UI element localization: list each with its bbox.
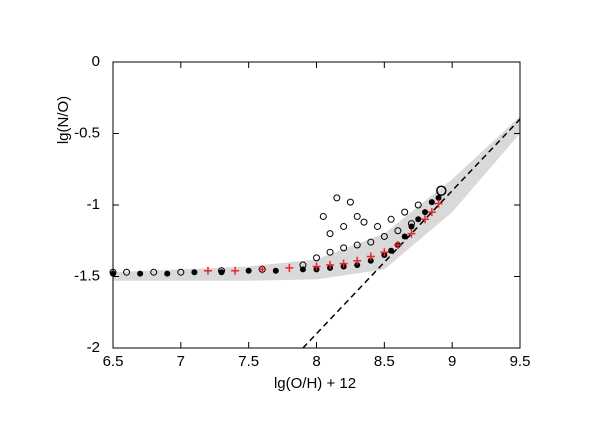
reference-line	[302, 118, 520, 348]
open-circle	[313, 254, 320, 262]
open-circle	[326, 248, 334, 256]
filled-circle	[218, 269, 225, 276]
open-circle	[353, 212, 361, 220]
large-open-circle	[436, 185, 447, 196]
open-circle	[346, 198, 354, 206]
plus-marker	[326, 261, 335, 270]
y-tick-label: -0.5	[74, 124, 100, 141]
y-tick-label: -1.5	[74, 267, 100, 284]
x-axis-label: lg(O/H) + 12	[274, 375, 356, 392]
filled-circle	[388, 247, 395, 254]
filled-circle	[415, 216, 422, 223]
filled-circle	[191, 269, 198, 276]
open-circle	[333, 194, 341, 202]
y-tick-label: -1	[87, 196, 100, 213]
open-circle	[360, 218, 368, 226]
open-circle	[353, 241, 361, 249]
plus-marker	[380, 248, 389, 257]
filled-circle	[408, 223, 415, 230]
x-tick-label: 6.5	[103, 353, 124, 370]
plus-marker	[421, 215, 430, 224]
open-circle	[340, 222, 348, 230]
filled-circle	[428, 199, 435, 206]
filled-circle	[164, 270, 171, 277]
plot-frame	[112, 61, 521, 349]
plus-marker	[427, 208, 436, 217]
plus-marker	[339, 259, 348, 268]
filled-circle	[272, 267, 279, 274]
x-tick-label: 8	[312, 353, 320, 370]
open-circle	[387, 215, 395, 223]
open-circle	[326, 230, 334, 238]
x-tick-label: 9.5	[510, 353, 531, 370]
filled-circle	[245, 267, 252, 274]
band	[113, 116, 520, 281]
plus-marker	[434, 199, 443, 208]
open-circle	[394, 227, 402, 235]
open-circle	[374, 222, 382, 230]
plus-marker	[231, 266, 240, 275]
x-tick-label: 7.5	[238, 353, 259, 370]
open-circle	[414, 201, 422, 209]
filled-circle	[354, 262, 361, 269]
filled-circle	[299, 266, 306, 273]
open-circle	[123, 268, 131, 276]
open-circle	[340, 244, 348, 252]
filled-circle	[422, 209, 429, 216]
plus-marker	[285, 263, 294, 272]
plus-marker	[407, 229, 416, 238]
x-tick-label: 8.5	[374, 353, 395, 370]
filled-circle	[367, 257, 374, 264]
plus-marker	[353, 256, 362, 265]
x-tick-label: 7	[177, 353, 185, 370]
filled-circle	[137, 270, 144, 277]
plus-marker	[312, 262, 321, 271]
filled-circle	[401, 233, 408, 240]
y-axis-label: lg(N/O)	[55, 96, 72, 144]
open-circle	[150, 268, 158, 276]
open-circle	[319, 212, 327, 220]
open-circle	[380, 232, 388, 240]
plus-marker	[203, 266, 212, 275]
y-tick-label: 0	[92, 53, 100, 70]
open-circle	[401, 208, 409, 216]
open-circle	[177, 268, 185, 276]
plus-marker	[258, 265, 267, 274]
x-tick-label: 9	[448, 353, 456, 370]
plus-marker	[393, 241, 402, 250]
filled-circle	[435, 194, 442, 201]
plus-marker	[366, 252, 375, 261]
open-circle	[367, 238, 375, 246]
y-tick-label: -2	[87, 339, 100, 356]
